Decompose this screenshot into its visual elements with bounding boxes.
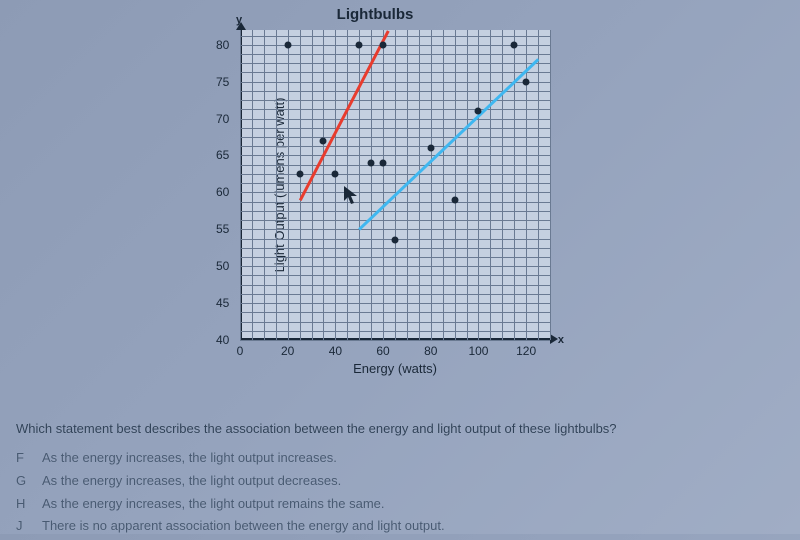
data-point bbox=[356, 41, 363, 48]
x-tick: 20 bbox=[281, 344, 294, 358]
data-point bbox=[392, 237, 399, 244]
y-tick: 65 bbox=[216, 148, 229, 162]
grid-line bbox=[240, 257, 550, 258]
answer-option[interactable]: J There is no apparent association betwee… bbox=[16, 517, 784, 536]
grid-line bbox=[240, 322, 550, 323]
grid-line bbox=[240, 275, 550, 276]
grid-line bbox=[240, 174, 550, 175]
x-tick: 80 bbox=[424, 344, 437, 358]
data-point bbox=[332, 170, 339, 177]
data-point bbox=[523, 78, 530, 85]
grid-line bbox=[240, 109, 550, 110]
y-tick: 60 bbox=[216, 185, 229, 199]
y-tick: 45 bbox=[216, 296, 229, 310]
grid-line bbox=[240, 229, 550, 230]
y-tick: 80 bbox=[216, 38, 229, 52]
x-axis-arrow-icon bbox=[550, 334, 558, 344]
data-point bbox=[284, 41, 291, 48]
y-tick: 40 bbox=[216, 333, 229, 347]
chart-title: Lightbulbs bbox=[337, 6, 414, 23]
y-axis-label: Light Output (lumens per watt) bbox=[272, 98, 287, 273]
data-point bbox=[296, 170, 303, 177]
x-tick: 60 bbox=[376, 344, 389, 358]
option-letter: J bbox=[16, 517, 30, 536]
x-axis-label: Energy (watts) bbox=[353, 361, 437, 376]
y-tick: 75 bbox=[216, 75, 229, 89]
option-text: As the energy increases, the light outpu… bbox=[42, 449, 337, 468]
y-tick: 55 bbox=[216, 222, 229, 236]
grid-line bbox=[240, 165, 550, 166]
scatter-plot: x y Energy (watts) Light Output (lumens … bbox=[240, 30, 550, 340]
grid-line bbox=[240, 82, 550, 83]
x-tick: 120 bbox=[516, 344, 536, 358]
y-tick: 70 bbox=[216, 112, 229, 126]
cursor-icon bbox=[343, 185, 361, 207]
grid-line bbox=[240, 36, 550, 37]
grid-line bbox=[240, 331, 550, 332]
data-point bbox=[368, 159, 375, 166]
grid-line bbox=[240, 128, 550, 129]
x-tick: 0 bbox=[237, 344, 244, 358]
chart-container: Lightbulbs x y Energy (watts) Light Outp… bbox=[180, 10, 570, 400]
grid-line bbox=[240, 294, 550, 295]
option-letter: H bbox=[16, 495, 30, 514]
grid-line bbox=[550, 30, 551, 340]
grid-line bbox=[240, 146, 550, 147]
grid-line bbox=[240, 248, 550, 249]
blue-trend-line bbox=[358, 59, 539, 231]
option-text: There is no apparent association between… bbox=[42, 517, 445, 536]
grid-line bbox=[240, 137, 550, 138]
option-letter: G bbox=[16, 472, 30, 491]
data-point bbox=[320, 137, 327, 144]
x-tick: 100 bbox=[468, 344, 488, 358]
answer-option[interactable]: F As the energy increases, the light outp… bbox=[16, 449, 784, 468]
grid-line bbox=[240, 72, 550, 73]
grid-line bbox=[240, 202, 550, 203]
x-tick: 40 bbox=[329, 344, 342, 358]
option-letter: F bbox=[16, 449, 30, 468]
grid-line bbox=[240, 266, 550, 267]
y-tick: 50 bbox=[216, 259, 229, 273]
data-point bbox=[451, 196, 458, 203]
grid-line bbox=[240, 340, 550, 341]
grid-line bbox=[240, 119, 550, 120]
grid-line bbox=[240, 211, 550, 212]
answer-option[interactable]: G As the energy increases, the light outp… bbox=[16, 472, 784, 491]
data-point bbox=[475, 108, 482, 115]
grid-line bbox=[240, 303, 550, 304]
data-point bbox=[380, 159, 387, 166]
grid-line bbox=[240, 312, 550, 313]
answer-option[interactable]: H As the energy increases, the light outp… bbox=[16, 495, 784, 514]
question-text: Which statement best describes the assoc… bbox=[16, 420, 784, 439]
data-point bbox=[427, 145, 434, 152]
y-axis-end-label: y bbox=[236, 14, 242, 26]
grid-line bbox=[240, 63, 550, 64]
data-point bbox=[511, 41, 518, 48]
grid-line bbox=[240, 285, 550, 286]
option-text: As the energy increases, the light outpu… bbox=[42, 472, 341, 491]
grid-line bbox=[240, 100, 550, 101]
option-text: As the energy increases, the light outpu… bbox=[42, 495, 385, 514]
grid-line bbox=[240, 220, 550, 221]
question-block: Which statement best describes the assoc… bbox=[16, 420, 784, 540]
grid-line bbox=[240, 183, 550, 184]
x-axis-end-label: x bbox=[558, 334, 564, 346]
grid-line bbox=[240, 155, 550, 156]
grid-line bbox=[240, 54, 550, 55]
data-point bbox=[380, 41, 387, 48]
